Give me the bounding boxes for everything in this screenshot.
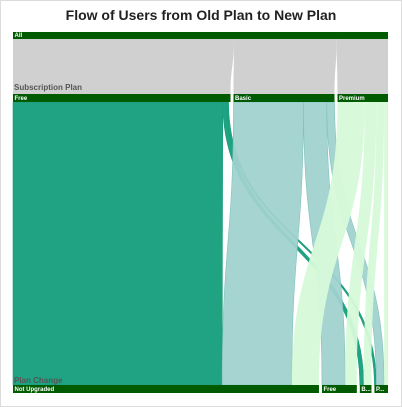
flow-basic-to-not-upgraded xyxy=(221,101,304,386)
flow-premium-to-premium xyxy=(384,102,388,385)
chart-title: Flow of Users from Old Plan to New Plan xyxy=(65,7,337,23)
node-all-label: All xyxy=(15,33,23,39)
node-all-bar xyxy=(13,32,388,39)
node-l2-not-upgraded-bar xyxy=(13,385,319,393)
flow-all-to-basic xyxy=(233,39,337,94)
flows-top xyxy=(13,39,388,94)
node-l1-basic-label: Basic xyxy=(235,96,252,102)
flow-premium-to-basic xyxy=(363,102,385,385)
flow-all-to-premium xyxy=(336,39,388,94)
node-l1-free-label: Free xyxy=(15,96,28,102)
node-l2-b: B... xyxy=(359,385,372,393)
flow-free-to-not-upgraded xyxy=(12,101,224,386)
flow-premium-to-free xyxy=(345,102,377,385)
node-l1-premium: Premium xyxy=(337,94,388,102)
node-l2-p-bar xyxy=(374,385,388,393)
node-l2-p-label: P... xyxy=(376,387,385,393)
node-l2-p: P... xyxy=(374,385,388,393)
node-l2-b-bar xyxy=(359,385,372,393)
node-l2-free-bar xyxy=(321,385,357,393)
node-l1-free-bar xyxy=(13,94,231,102)
flows-bottom xyxy=(12,101,388,386)
node-l1-premium-label: Premium xyxy=(339,96,365,102)
node-l1-free: Free xyxy=(13,94,231,102)
level-label-2: Plan Change xyxy=(14,376,63,385)
node-l1-basic: Basic xyxy=(233,94,335,102)
node-l2-b-label: B... xyxy=(361,387,371,393)
node-l2-free: Free xyxy=(321,385,357,393)
node-all: All xyxy=(13,32,388,39)
node-l2-not-upgraded-label: Not Upgraded xyxy=(15,387,55,393)
flow-all-to-free xyxy=(13,39,235,94)
level-label-1: Subscription Plan xyxy=(14,83,82,92)
node-l2-free-label: Free xyxy=(323,387,336,393)
node-l1-premium-bar xyxy=(337,94,388,102)
node-l1-basic-bar xyxy=(233,94,335,102)
flow-premium-to-not-upgraded xyxy=(291,102,365,385)
node-l2-not-upgraded: Not Upgraded xyxy=(13,385,319,393)
